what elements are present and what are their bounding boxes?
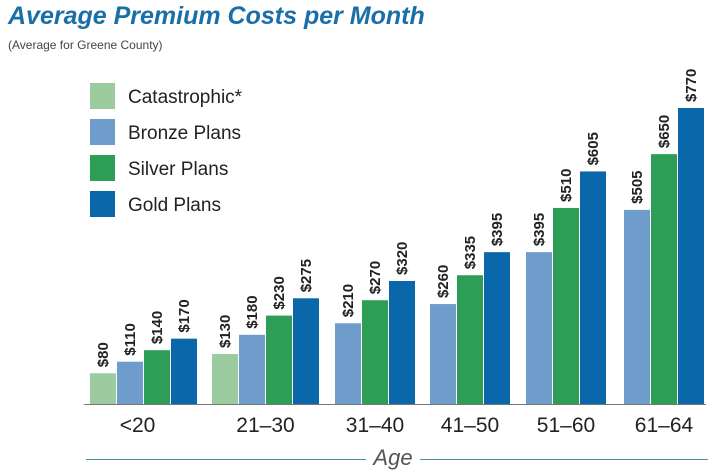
bar-bronze-plans-1	[239, 334, 265, 404]
bar-bronze-plans-4	[526, 252, 552, 404]
x-tick-label: 41–50	[441, 414, 499, 437]
legend-swatch	[90, 83, 115, 109]
x-axis-title: Age	[371, 445, 412, 470]
data-label: $320	[394, 242, 411, 275]
bar-silver-plans-1	[266, 315, 292, 404]
data-label: $510	[558, 169, 575, 202]
bar-gold-plans-1	[293, 298, 319, 404]
legend-swatch	[90, 119, 115, 145]
data-label: $505	[629, 170, 646, 203]
data-label: $270	[367, 261, 384, 294]
bar-gold-plans-2	[389, 280, 415, 404]
data-label: $335	[462, 236, 479, 269]
data-label: $230	[271, 276, 288, 309]
data-label: $770	[683, 69, 700, 102]
bar-silver-plans-0	[144, 350, 170, 404]
bar-bronze-plans-2	[335, 323, 361, 404]
legend-label: Bronze Plans	[128, 123, 241, 144]
legend-label: Gold Plans	[128, 195, 221, 216]
x-tick-label: 31–40	[346, 414, 404, 437]
data-label: $130	[217, 315, 234, 348]
legend-swatch	[90, 191, 115, 217]
x-tick-label: <20	[120, 414, 156, 437]
bar-gold-plans-4	[580, 171, 606, 404]
data-label: $605	[585, 132, 602, 165]
bar-gold-plans-3	[484, 252, 510, 404]
data-label: $260	[435, 265, 452, 298]
bar-bronze-plans-0	[117, 361, 143, 404]
data-label: $650	[656, 115, 673, 148]
bar-catastrophic-0	[90, 373, 116, 404]
legend-label: Catastrophic*	[128, 87, 243, 108]
chart-title: Average Premium Costs per Month	[8, 2, 425, 30]
x-tick-label: 61–64	[635, 414, 694, 437]
x-tick-label: 21–30	[236, 414, 294, 437]
legend-label: Silver Plans	[128, 159, 228, 180]
data-label: $275	[298, 259, 315, 292]
data-label: $180	[244, 295, 261, 328]
bar-bronze-plans-5	[624, 209, 650, 404]
x-tick-label: 51–60	[537, 414, 595, 437]
bar-bronze-plans-3	[430, 304, 456, 404]
bar-catastrophic-1	[212, 354, 238, 404]
data-label: $170	[176, 299, 193, 332]
bar-silver-plans-3	[457, 275, 483, 404]
bar-silver-plans-4	[553, 207, 579, 404]
data-label: $110	[122, 323, 139, 356]
bar-silver-plans-2	[362, 300, 388, 404]
bar-silver-plans-5	[651, 154, 677, 404]
bar-gold-plans-5	[678, 108, 704, 404]
data-label: $395	[489, 213, 506, 246]
chart-subtitle: (Average for Greene County)	[8, 38, 163, 52]
data-label: $210	[340, 284, 357, 317]
legend-swatch	[90, 155, 115, 181]
data-label: $80	[95, 342, 112, 367]
data-label: $140	[149, 311, 166, 344]
data-label: $395	[531, 213, 548, 246]
bar-gold-plans-0	[171, 338, 197, 404]
